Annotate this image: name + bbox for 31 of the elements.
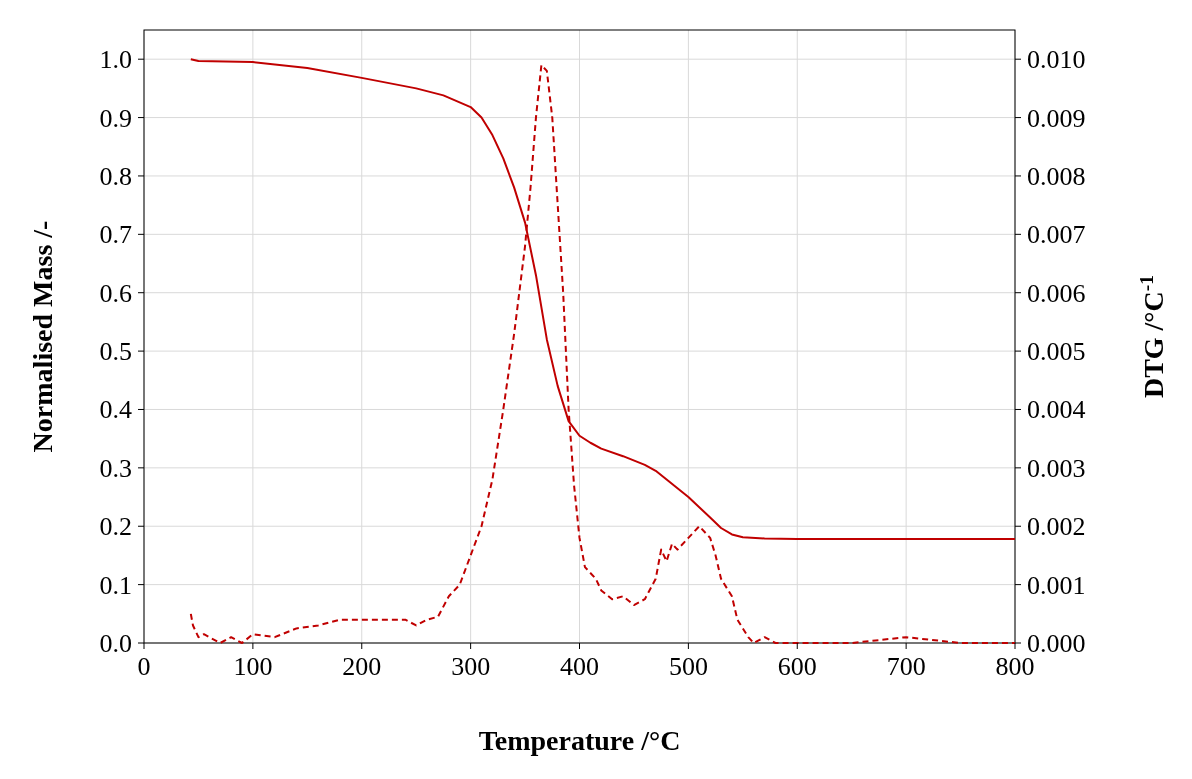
y-tick-label: 0.9: [99, 103, 132, 133]
x-tick-label: 500: [668, 652, 708, 681]
y-tick-label: 0.6: [99, 278, 132, 308]
x-tick-label: 400: [560, 652, 599, 681]
x-tick-label: 200: [342, 652, 382, 681]
y2-tick-label: 0.002: [1027, 512, 1086, 542]
y2-tick-label: 0.003: [1027, 453, 1086, 483]
y-tick-label: 0.4: [99, 395, 132, 425]
x-axis-title: Temperature /°C: [478, 725, 681, 756]
x-tick-label: 0: [137, 652, 151, 681]
y2-tick-label: 0.010: [1027, 45, 1086, 75]
y2-tick-label: 0.005: [1027, 337, 1086, 367]
y2-tick-label: 0.006: [1027, 278, 1086, 308]
y-tick-label: 0.7: [99, 220, 132, 250]
x-tick-label: 100: [233, 652, 273, 681]
y-tick-label: 0.1: [99, 570, 132, 600]
x-tick-label: 600: [777, 652, 817, 681]
y2-tick-label: 0.009: [1027, 103, 1086, 133]
y2-tick-label: 0.008: [1027, 161, 1086, 191]
x-tick-label: 300: [451, 652, 491, 681]
y-tick-label: 0.0: [99, 629, 132, 658]
y2-tick-label: 0.007: [1027, 220, 1086, 250]
y2-tick-label: 0.001: [1027, 570, 1086, 600]
y-tick-label: 0.8: [99, 161, 132, 191]
y2-tick-label: 0.004: [1027, 395, 1086, 425]
y-tick-label: 1.0: [99, 45, 132, 75]
x-tick-label: 700: [886, 652, 926, 681]
y-tick-label: 0.5: [99, 337, 132, 367]
y-tick-label: 0.2: [99, 512, 132, 542]
y-axis-title: Normalised Mass /-: [27, 220, 58, 453]
y-tick-label: 0.3: [99, 453, 132, 483]
